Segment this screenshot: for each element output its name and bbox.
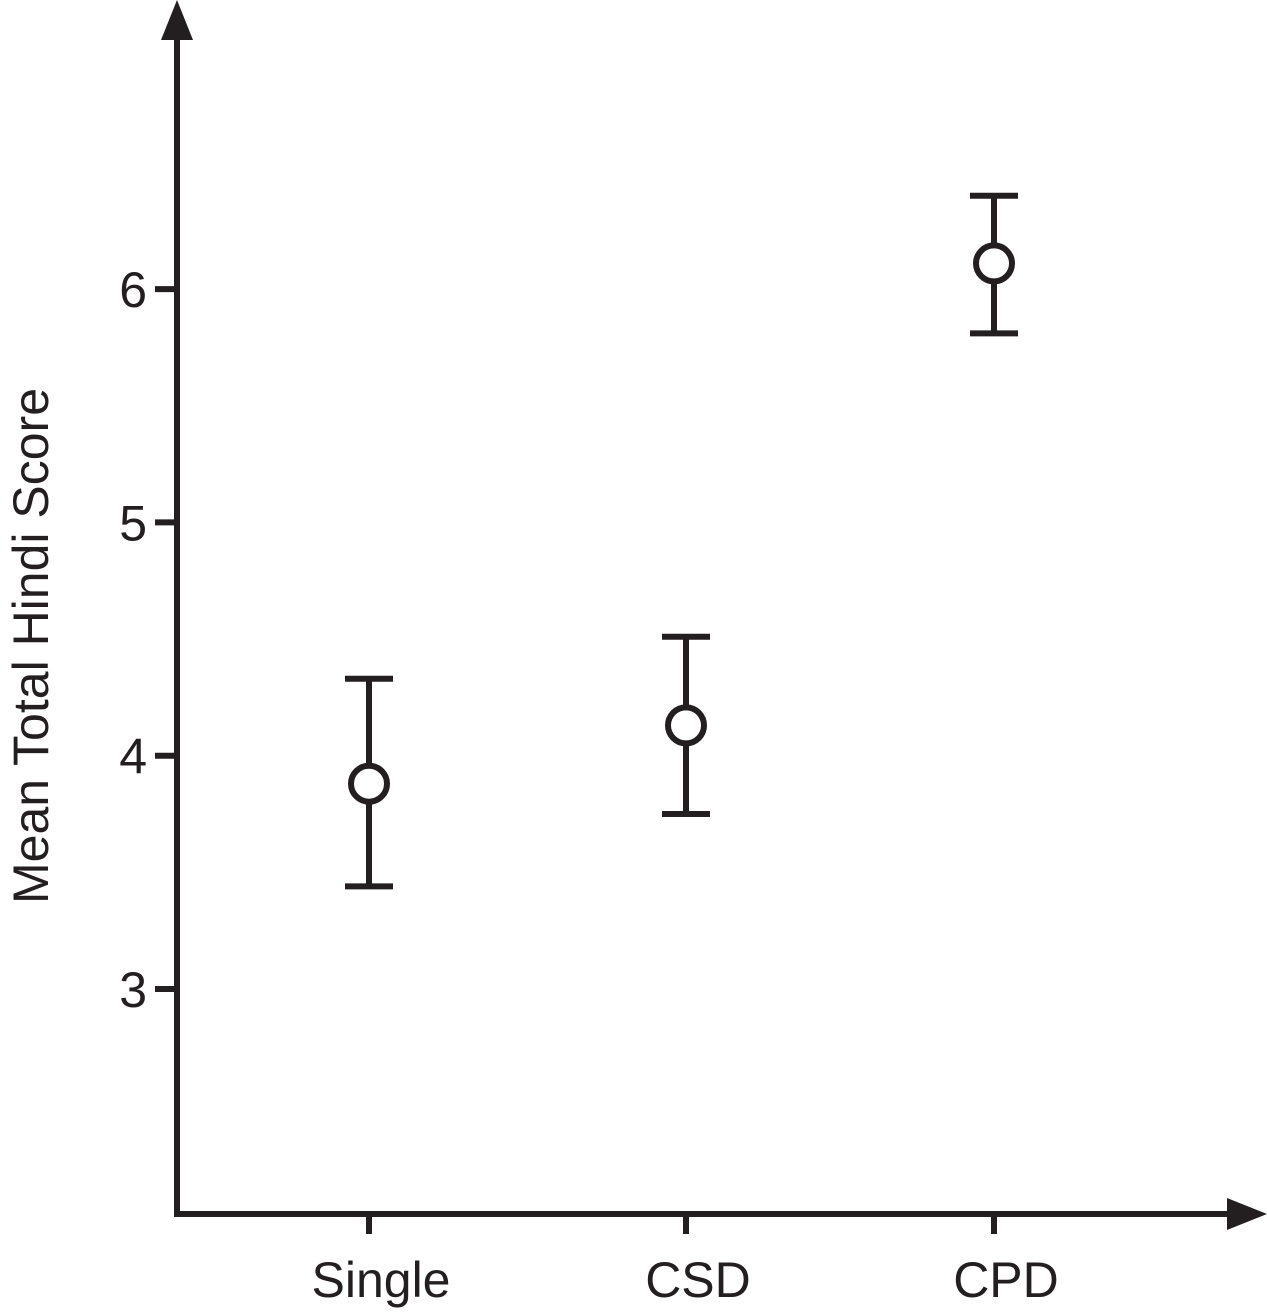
y-axis-arrow [161, 0, 193, 40]
y-tick-label-3: 3 [119, 962, 147, 1018]
axes [161, 0, 1267, 1230]
y-ticks: 3 4 5 6 [119, 262, 177, 1018]
y-tick-label-4: 4 [119, 729, 147, 785]
mean-point-cpd [973, 242, 1015, 285]
y-tick-label-5: 5 [119, 495, 147, 551]
y-tick-label-6: 6 [119, 262, 147, 318]
mean-point-csd [665, 704, 707, 747]
mean-point-single [348, 762, 390, 805]
x-ticks: Single CSD CPD [312, 1214, 1059, 1308]
x-tick-label-csd: CSD [645, 1252, 751, 1308]
y-axis-title: Mean Total Hindi Score [3, 388, 59, 904]
x-axis-arrow [1227, 1198, 1267, 1230]
series [345, 192, 1018, 890]
x-tick-label-cpd: CPD [953, 1252, 1059, 1308]
x-tick-label-single: Single [312, 1252, 451, 1308]
